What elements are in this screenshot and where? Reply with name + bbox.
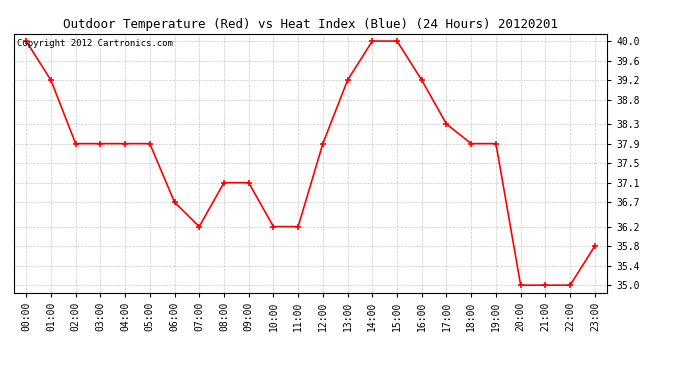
Text: Copyright 2012 Cartronics.com: Copyright 2012 Cartronics.com — [17, 39, 172, 48]
Title: Outdoor Temperature (Red) vs Heat Index (Blue) (24 Hours) 20120201: Outdoor Temperature (Red) vs Heat Index … — [63, 18, 558, 31]
